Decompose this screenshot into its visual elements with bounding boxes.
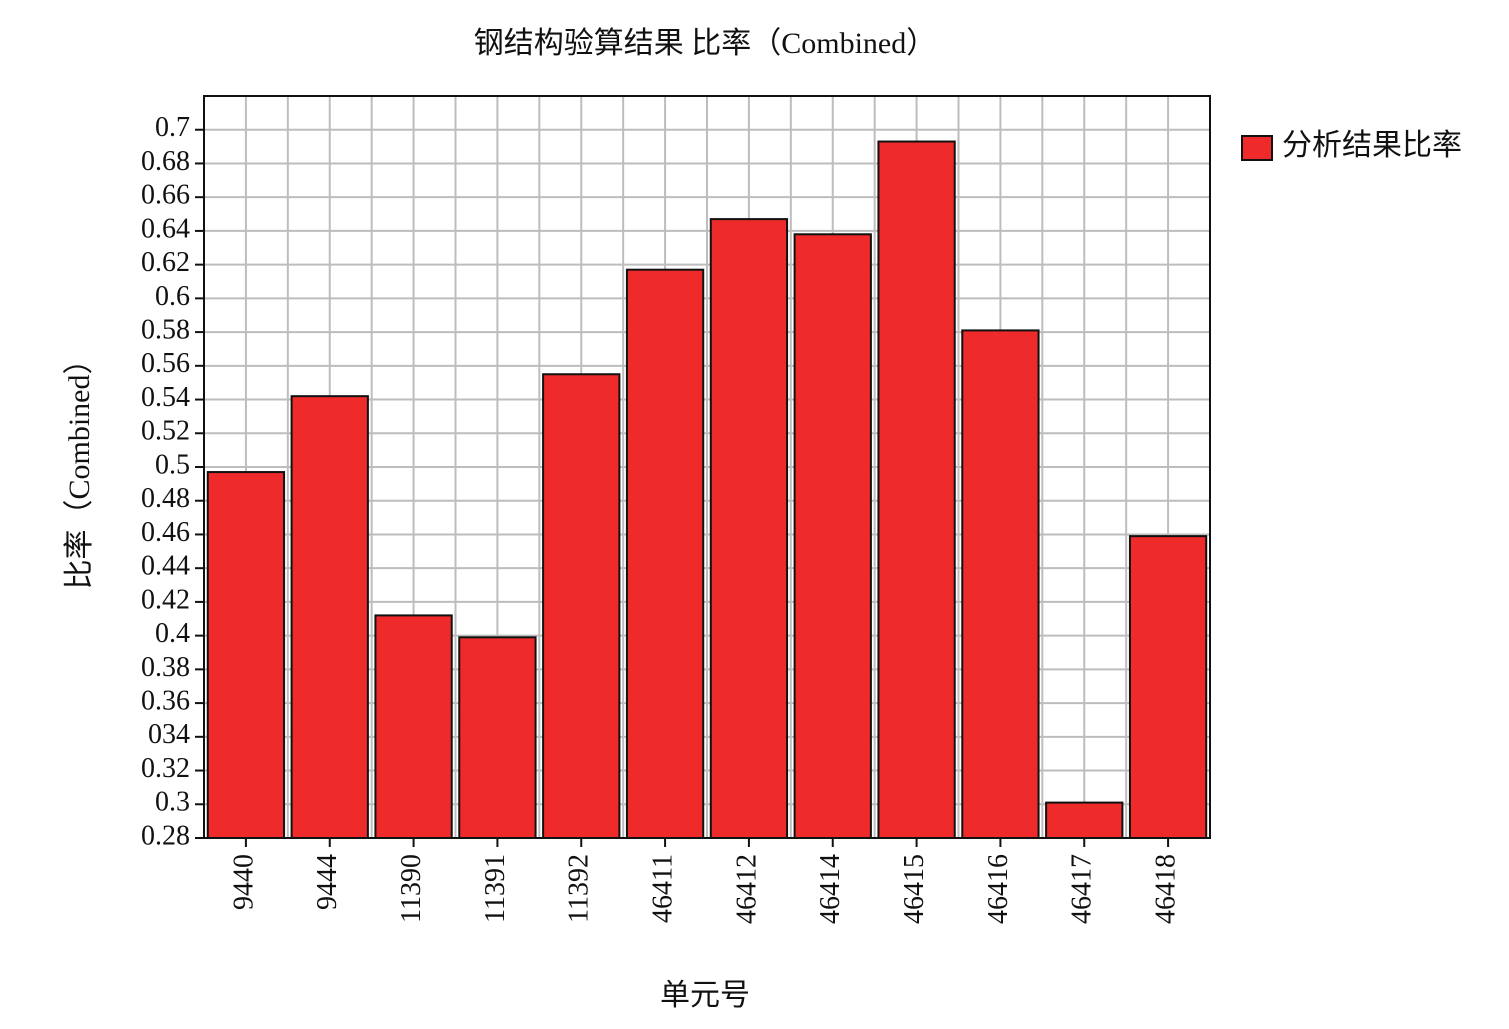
y-tick-label: 0.42	[141, 584, 190, 615]
chart-title: 钢结构验算结果 比率（Combined）	[474, 27, 937, 60]
x-tick-label: 46418	[1151, 854, 1182, 924]
x-tick-label: 46417	[1067, 854, 1098, 924]
bar	[709, 218, 789, 839]
bar	[1045, 801, 1124, 839]
y-axis-label: 比率（Combined）	[63, 345, 96, 590]
x-tick-label: 11390	[396, 854, 427, 923]
y-tick-label: 0.58	[141, 315, 190, 346]
bar	[542, 373, 621, 839]
y-tick-label: 0.56	[141, 348, 190, 379]
bar	[206, 471, 286, 839]
y-tick-label: 0.64	[141, 213, 190, 244]
y-tick-label: 0.3	[155, 787, 190, 818]
y-tick-label: 0.4	[155, 618, 190, 649]
y-tick-label: 0.62	[141, 247, 190, 278]
y-tick-label: 0.52	[141, 416, 190, 447]
y-tick-label: 0.5	[155, 449, 190, 480]
y-tick-label: 0.48	[141, 483, 190, 514]
bar	[625, 268, 705, 840]
y-tick-label: 0.46	[141, 517, 190, 548]
bar	[877, 140, 956, 840]
legend-label: 分析结果比率	[1282, 129, 1462, 162]
bar	[961, 329, 1040, 839]
plot-frame	[203, 95, 1211, 839]
y-tick-label: 0.7	[155, 112, 190, 143]
bar	[290, 395, 369, 839]
y-tick-label: 0.54	[141, 382, 190, 413]
y-tick-label: 0.68	[141, 146, 190, 177]
x-tick-label: 9444	[312, 854, 343, 910]
x-tick-label: 11392	[564, 854, 595, 923]
y-tick-label: 0.66	[141, 180, 190, 211]
x-tick-label: 46416	[983, 854, 1014, 924]
x-axis-label: 单元号	[660, 979, 750, 1012]
legend-swatch	[1241, 135, 1273, 161]
y-tick-label: 0.36	[141, 686, 190, 717]
y-tick-label: 0.32	[141, 753, 190, 784]
bar	[793, 233, 872, 840]
bar	[1128, 535, 1208, 840]
x-tick-label: 11391	[480, 854, 511, 923]
y-tick-label: 0.28	[141, 820, 190, 851]
y-tick-label: 0.6	[155, 281, 190, 312]
y-tick-label: 0.44	[141, 551, 190, 582]
x-tick-label: 46412	[731, 854, 762, 924]
bar	[374, 614, 453, 840]
x-tick-label: 46415	[899, 854, 930, 924]
y-tick-label: 0.38	[141, 652, 190, 683]
x-tick-label: 46414	[815, 854, 846, 924]
x-tick-label: 9440	[228, 854, 259, 910]
bar	[458, 636, 537, 840]
x-tick-label: 46411	[648, 854, 679, 923]
y-tick-label: 034	[148, 719, 190, 750]
